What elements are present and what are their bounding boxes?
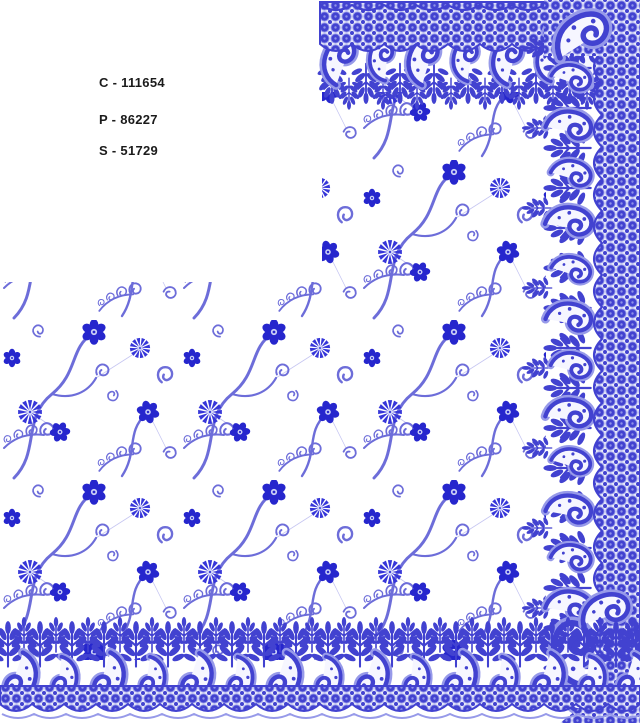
stitch-count-s: S - 51729 [99, 143, 159, 158]
bottom-lace-border [0, 616, 640, 719]
stitch-count-p: P - 86227 [99, 112, 158, 127]
floral-field [0, 92, 546, 660]
stitch-count-c: C - 111654 [99, 75, 165, 90]
